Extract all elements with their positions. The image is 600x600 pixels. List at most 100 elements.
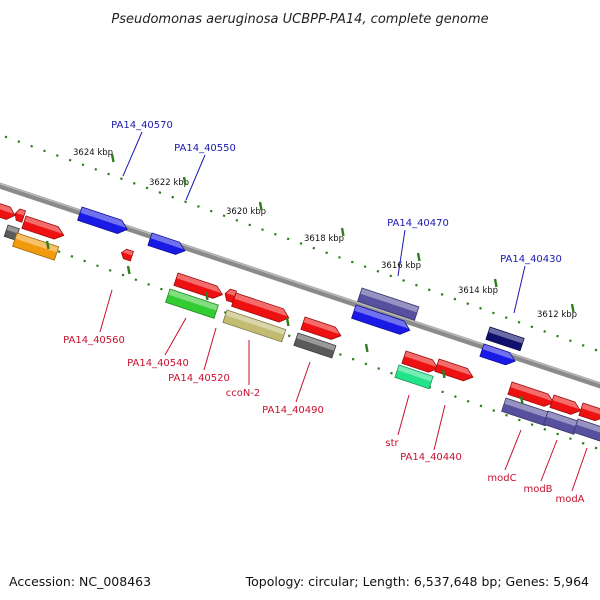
scale-dot <box>466 302 470 306</box>
gene-blue-3 <box>479 343 516 366</box>
scale-dot <box>147 283 150 286</box>
scale-dot <box>121 273 125 277</box>
gene-outline <box>0 202 16 220</box>
gene-str <box>394 364 434 390</box>
scale-dot <box>505 413 508 417</box>
scale-dot <box>209 209 213 213</box>
scale-dot <box>479 404 483 408</box>
scale-dot <box>427 288 431 292</box>
scale-dot <box>377 367 381 370</box>
tick-mark <box>570 303 575 313</box>
gene-outline <box>147 232 186 255</box>
leader-line <box>397 229 406 277</box>
scale-dot <box>70 254 74 258</box>
scale-dot <box>235 218 239 222</box>
gene-bevel <box>546 411 579 427</box>
scale-dot <box>120 177 123 181</box>
gene-outline <box>573 418 600 443</box>
gene-label-top: PA14_40470 <box>387 218 449 229</box>
tick-mark <box>285 317 290 327</box>
gene-features <box>0 202 600 443</box>
gene-outline <box>434 358 474 382</box>
gene-label-bottom: PA14_40560 <box>63 335 125 346</box>
scale-dot <box>517 320 521 324</box>
scale-dot <box>492 409 496 412</box>
gene-red-6 <box>300 316 342 340</box>
scale-dot <box>543 427 547 431</box>
scale-dot <box>466 399 470 403</box>
scale-dot <box>517 418 521 422</box>
tick-mark <box>126 265 131 275</box>
tick-mark <box>45 240 50 250</box>
gene-red-9 <box>507 381 555 407</box>
scale-dot <box>556 334 559 338</box>
scale-dot <box>594 348 598 352</box>
scale-dot <box>17 140 21 144</box>
gene-outline <box>549 394 582 415</box>
scale-dot <box>261 228 264 231</box>
scale-dot <box>530 423 534 427</box>
leader-line <box>122 131 143 177</box>
gene-bevel <box>437 359 473 376</box>
tick-label: 3622 kbp <box>149 178 189 188</box>
gene-outline <box>224 288 237 304</box>
gene-outline <box>293 332 337 359</box>
gene-blue-2 <box>351 304 411 335</box>
tick-mark <box>182 176 187 186</box>
gene-outline <box>394 364 434 390</box>
scale-dot <box>68 158 72 162</box>
scale-dot <box>43 149 46 153</box>
gene-outline <box>501 397 551 427</box>
gene-slate-1 <box>357 287 420 321</box>
tick-label: 3616 kbp <box>381 261 421 271</box>
gene-moda <box>573 418 600 443</box>
scale-dot <box>107 172 110 176</box>
gene-red-2 <box>14 208 27 223</box>
leader-line <box>397 394 410 436</box>
gene-bevel <box>168 289 219 311</box>
gene-outline <box>231 292 290 323</box>
gene-bevel <box>552 395 580 410</box>
scale-dot <box>441 390 444 394</box>
gene-outline <box>351 304 411 335</box>
gene-label-top: PA14_40550 <box>174 143 236 154</box>
scale-dot <box>325 251 329 255</box>
gene-label-bottom: PA14_40520 <box>168 373 230 384</box>
gene-label-bottom: modB <box>523 484 552 495</box>
gene-bevel <box>150 233 185 250</box>
gene-outline <box>222 309 287 343</box>
gene-outline <box>485 326 525 352</box>
scale-dot <box>197 205 200 208</box>
scale-dot <box>364 362 368 366</box>
scale-dot <box>286 237 290 241</box>
scale-dot <box>402 279 405 282</box>
gene-pa14-40490 <box>293 332 337 359</box>
tick-mark <box>493 278 498 288</box>
gene-bevel <box>80 207 127 228</box>
gene-outline <box>401 350 439 373</box>
gene-red-3 <box>21 215 65 240</box>
gene-bevel <box>482 344 515 360</box>
tick-label: 3620 kbp <box>226 207 266 217</box>
scale-dot <box>222 214 226 218</box>
tick-mark <box>258 201 263 211</box>
scale-dot <box>83 259 87 263</box>
scale-dot <box>453 297 457 301</box>
scale-dot <box>338 353 342 356</box>
gene-bevel <box>234 293 288 317</box>
tick-mark <box>416 252 421 262</box>
scale-dot <box>312 246 316 250</box>
leader-line <box>540 439 558 482</box>
gene-pa14-40550 <box>147 232 186 255</box>
scale-dot <box>132 181 136 185</box>
leader-line <box>504 429 522 471</box>
scale-dot <box>134 278 138 282</box>
tick-mark <box>519 395 524 405</box>
gene-bevel <box>397 365 434 382</box>
scale-dot <box>543 330 547 333</box>
gene-red-1 <box>0 202 16 220</box>
tick-mark <box>441 369 446 379</box>
scale-dot <box>160 287 163 291</box>
scale-dot <box>389 274 393 278</box>
